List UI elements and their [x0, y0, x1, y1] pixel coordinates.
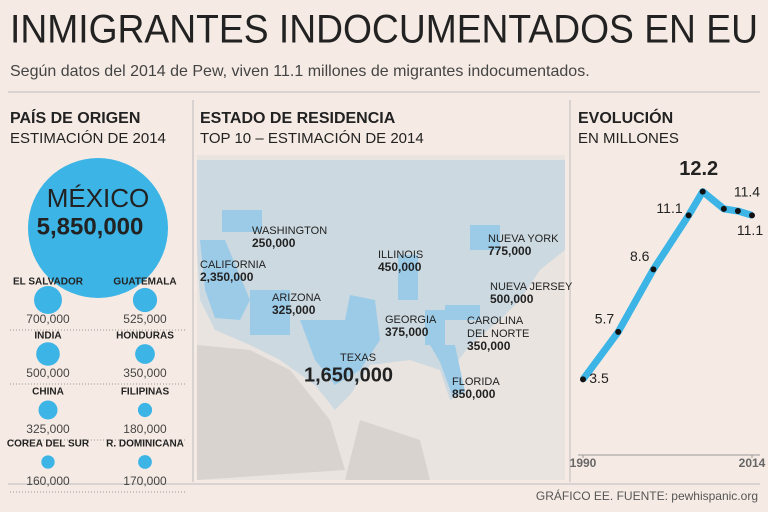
state-value: 1,650,000 — [304, 364, 393, 386]
title: INMIGRANTES INDOCUMENTADOS EN EU — [10, 8, 758, 52]
country-name: INDIA — [34, 331, 61, 342]
state-name: FLORIDA — [452, 376, 500, 388]
residence-heading: ESTADO DE RESIDENCIA — [200, 110, 396, 127]
state-value: 325,000 — [272, 303, 316, 317]
country-name: GUATEMALA — [113, 277, 176, 288]
country-value: 350,000 — [123, 366, 167, 380]
country-name: MÉXICO — [47, 183, 150, 213]
country-value: 5,850,000 — [37, 213, 144, 240]
state-shape — [250, 290, 290, 335]
state-value: 850,000 — [452, 387, 496, 401]
state-shape — [470, 225, 500, 250]
state-value: 350,000 — [467, 339, 511, 353]
point — [685, 212, 692, 219]
country-bubble — [28, 158, 168, 298]
data-label: 11.1 — [656, 200, 682, 216]
x-tick-label: 2014 — [739, 456, 766, 470]
footer: GRÁFICO EE. FUENTE: pewhispanic.org — [536, 488, 758, 503]
country-bubble — [137, 402, 153, 418]
country-name: EL SALVADOR — [13, 277, 84, 288]
state-value: 450,000 — [378, 260, 422, 274]
data-label: 11.1 — [737, 222, 763, 238]
state-name: ILLINOIS — [378, 249, 423, 261]
state-shape — [430, 345, 465, 395]
state-name: TEXAS — [340, 352, 376, 364]
state-name: DEL NORTE — [467, 328, 529, 340]
state-shape — [200, 240, 250, 320]
country-bubble — [41, 455, 55, 469]
state-name: NUEVA YORK — [488, 233, 559, 245]
data-label: 11.4 — [734, 184, 760, 200]
chart-title: EVOLUCIÓN — [578, 108, 673, 127]
state-value: 775,000 — [488, 244, 532, 258]
country-bubble — [38, 400, 58, 420]
point — [650, 266, 657, 273]
country-name: FILIPINAS — [121, 387, 170, 398]
mexico-land — [197, 345, 430, 480]
state-value: 500,000 — [490, 292, 534, 306]
state-name: CAROLINA — [467, 315, 524, 327]
data-label: 5.7 — [595, 311, 615, 327]
country-name: HONDURAS — [116, 331, 174, 342]
country-name: CHINA — [32, 387, 64, 398]
x-tick-label: 1990 — [570, 456, 597, 470]
state-value: 250,000 — [252, 236, 296, 250]
origin-heading: PAÍS DE ORIGEN — [10, 108, 140, 127]
state-value: 375,000 — [385, 325, 429, 339]
state-shape — [398, 255, 418, 300]
map — [197, 155, 565, 480]
country-value: 170,000 — [123, 474, 167, 488]
state-name: WASHINGTON — [252, 225, 327, 237]
point — [734, 208, 741, 215]
origin-subheading: ESTIMACIÓN DE 2014 — [10, 130, 166, 147]
country-bubble — [36, 342, 60, 366]
point — [580, 376, 586, 383]
country-value: 325,000 — [26, 422, 70, 436]
country-value: 500,000 — [26, 366, 70, 380]
country-value: 180,000 — [123, 422, 167, 436]
state-name: GEORGIA — [385, 314, 437, 326]
country-name: COREA DEL SUR — [7, 439, 90, 450]
country-value: 525,000 — [123, 312, 167, 326]
country-bubble — [34, 286, 62, 314]
line — [580, 188, 754, 382]
state-shape — [445, 305, 480, 320]
country-value: 700,000 — [26, 312, 70, 326]
state-name: CALIFORNIA — [200, 259, 267, 271]
country-bubble — [132, 287, 158, 313]
state-shape — [425, 310, 445, 345]
point — [720, 205, 727, 212]
state-name: NUEVA JERSEY — [490, 281, 573, 293]
state-value: 2,350,000 — [200, 270, 254, 284]
country-value: 160,000 — [26, 474, 70, 488]
data-label: 12.2 — [679, 158, 718, 180]
point — [615, 328, 622, 335]
state-shape — [222, 210, 262, 232]
point — [699, 188, 706, 195]
state-shape — [300, 295, 380, 385]
point — [749, 212, 755, 219]
us-land — [197, 160, 565, 410]
country-bubble — [135, 344, 155, 364]
country-bubble — [138, 455, 152, 469]
data-label: 8.6 — [630, 248, 650, 264]
chart-subtitle: EN MILLONES — [578, 130, 679, 147]
residence-subheading: TOP 10 – ESTIMACIÓN DE 2014 — [200, 130, 424, 147]
subtitle: Según datos del 2014 de Pew, viven 11.1 … — [10, 63, 590, 80]
state-name: ARIZONA — [272, 292, 322, 304]
data-label: 3.5 — [589, 370, 609, 386]
country-name: R. DOMINICANA — [106, 439, 184, 450]
